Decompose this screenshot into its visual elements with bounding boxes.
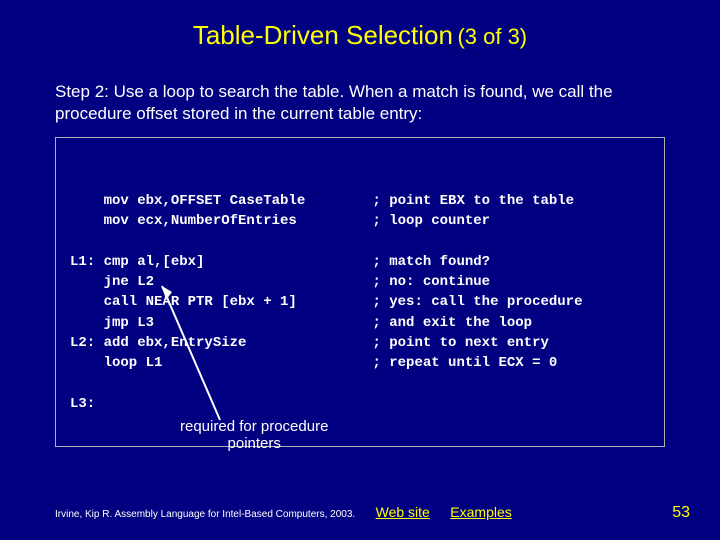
code-box: mov ebx,OFFSET CaseTable ; point EBX to … (55, 137, 665, 447)
step-text: Step 2: Use a loop to search the table. … (55, 81, 665, 125)
website-link[interactable]: Web site (376, 504, 430, 520)
slide-subtitle: (3 of 3) (457, 24, 527, 49)
slide-title: Table-Driven Selection (193, 20, 453, 50)
citation: Irvine, Kip R. Assembly Language for Int… (55, 509, 355, 520)
code-listing: mov ebx,OFFSET CaseTable ; point EBX to … (70, 191, 650, 414)
page-number: 53 (672, 504, 690, 522)
title-row: Table-Driven Selection (3 of 3) (0, 0, 720, 61)
annotation-label: required for procedure pointers (180, 418, 328, 453)
footer: Irvine, Kip R. Assembly Language for Int… (55, 504, 690, 522)
examples-link[interactable]: Examples (450, 504, 511, 520)
